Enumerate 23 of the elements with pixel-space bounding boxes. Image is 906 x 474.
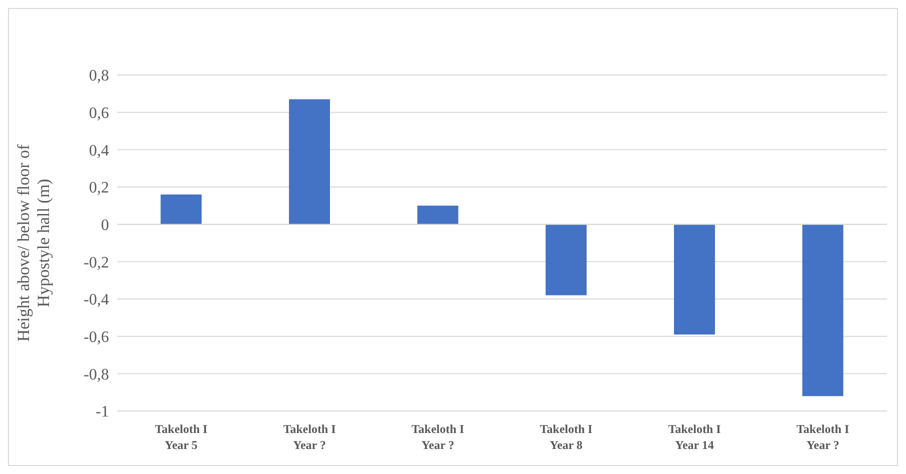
y-tick-label: -1 [96, 404, 109, 421]
bar [160, 194, 202, 224]
bar [802, 224, 844, 396]
x-tick-label: Takeloth I Year 5 [154, 422, 208, 452]
y-tick-label: 0,6 [89, 105, 109, 122]
x-tick-label: Takeloth I Year ? [412, 422, 464, 452]
bar [674, 224, 715, 334]
bar [288, 99, 330, 224]
y-tick-label: -0,2 [84, 254, 109, 272]
x-tick-label: Takeloth I Year 14 [668, 422, 722, 452]
y-axis-title: Height above/ below floor of Hypostyle hall (m) [14, 144, 53, 342]
bar [546, 224, 587, 296]
x-tick-label: Takeloth I Year ? [796, 422, 850, 452]
x-tick-label: Takeloth I Year 8 [540, 422, 593, 452]
x-tick-label: Takeloth I Year ? [283, 422, 336, 452]
y-tick-label: 0,4 [89, 142, 109, 160]
y-tick-label: -0,8 [84, 366, 109, 384]
y-tick-label: 0 [101, 217, 109, 234]
y-tick-label: -0,4 [84, 292, 109, 309]
y-tick-label: 0,2 [89, 180, 109, 197]
bar [417, 206, 458, 224]
y-tick-label: -0,6 [84, 329, 109, 346]
y-tick-label: 0,8 [89, 68, 109, 85]
